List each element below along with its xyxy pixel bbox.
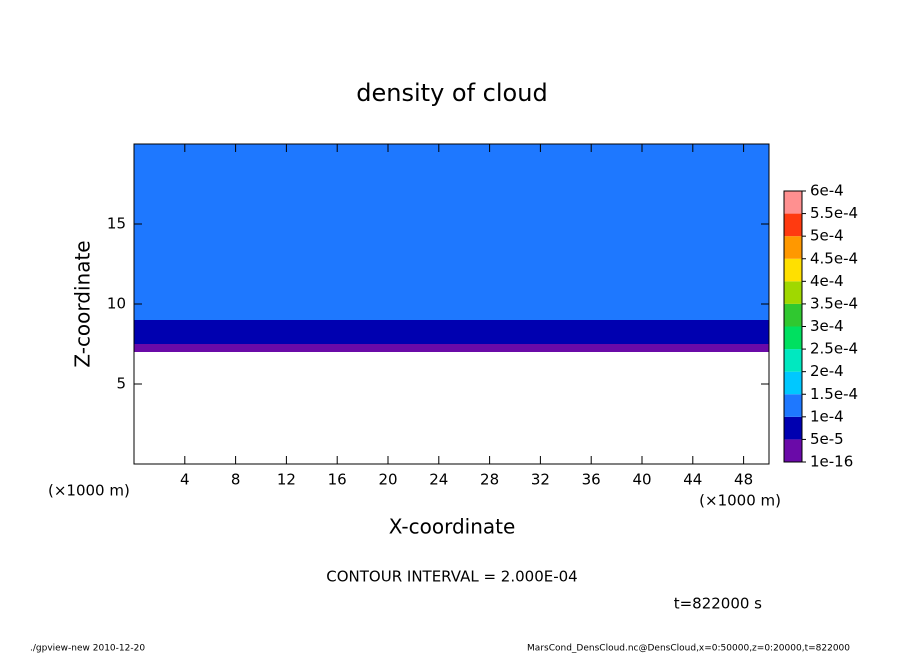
footer-right: MarsCond_DensCloud.nc@DensCloud,x=0:5000… <box>527 644 850 654</box>
colorbar-label: 2e-4 <box>810 362 844 380</box>
colorbar-label: 6e-4 <box>810 182 844 200</box>
colorbar-label: 3e-4 <box>810 317 844 335</box>
contour-band <box>134 160 769 192</box>
footer-left: ./gpview-new 2010-12-20 <box>30 644 145 654</box>
colorbar-label: 3.5e-4 <box>810 294 858 312</box>
colorbar-label: 1e-4 <box>810 407 844 425</box>
colorbar-swatch <box>784 258 802 282</box>
x-tick-label: 44 <box>683 471 702 489</box>
colorbar-swatch <box>784 371 802 395</box>
x-tick-label: 20 <box>378 471 397 489</box>
x-tick-label: 40 <box>632 471 651 489</box>
colorbar-swatch <box>784 439 802 462</box>
time-label: t=822000 s <box>674 595 762 613</box>
contour-band <box>134 344 769 352</box>
x-tick-label: 28 <box>480 471 499 489</box>
x-tick-label: 24 <box>429 471 448 489</box>
colorbar-label: 4e-4 <box>810 272 844 290</box>
y-tick-label: 15 <box>107 215 126 233</box>
x-tick-label: 32 <box>531 471 550 489</box>
x-tick-label: 8 <box>231 471 241 489</box>
contour-band <box>134 320 769 344</box>
colorbar-label: 1.5e-4 <box>810 385 858 403</box>
contour-band <box>134 144 769 160</box>
x-unit-label: (×1000 m) <box>48 482 130 500</box>
colorbar-label: 5.5e-4 <box>810 204 858 222</box>
contour-band <box>134 288 769 320</box>
colorbar-label: 2.5e-4 <box>810 340 858 358</box>
x-tick-label: 36 <box>582 471 601 489</box>
contour-band <box>134 192 769 256</box>
colorbar-swatch <box>784 416 802 440</box>
x-axis-label: X-coordinate <box>389 515 516 539</box>
colorbar-swatch <box>784 281 802 304</box>
x-tick-label: 4 <box>180 471 190 489</box>
y-axis-label: Z-coordinate <box>71 240 95 367</box>
chart-title: density of cloud <box>356 79 547 107</box>
x-tick-label: 16 <box>328 471 347 489</box>
y-tick-label: 10 <box>107 295 126 313</box>
contour-interval: CONTOUR INTERVAL = 2.000E-04 <box>326 568 577 586</box>
colorbar-swatch <box>784 394 802 417</box>
colorbar-swatch <box>784 213 802 237</box>
colorbar-swatch <box>784 303 802 327</box>
x-unit-label: (×1000 m) <box>699 492 781 510</box>
x-tick-label: 48 <box>734 471 753 489</box>
colorbar-swatch <box>784 191 802 214</box>
colorbar-label: 5e-4 <box>810 227 844 245</box>
colorbar-swatch <box>784 236 802 259</box>
x-tick-label: 12 <box>277 471 296 489</box>
y-tick-label: 5 <box>116 375 126 393</box>
colorbar-label: 5e-5 <box>810 430 844 448</box>
colorbar-label: 1e-16 <box>810 453 853 471</box>
colorbar-swatch <box>784 349 802 372</box>
colorbar-label: 4.5e-4 <box>810 249 858 267</box>
colorbar-swatch <box>784 326 802 350</box>
contour-band <box>134 256 769 288</box>
